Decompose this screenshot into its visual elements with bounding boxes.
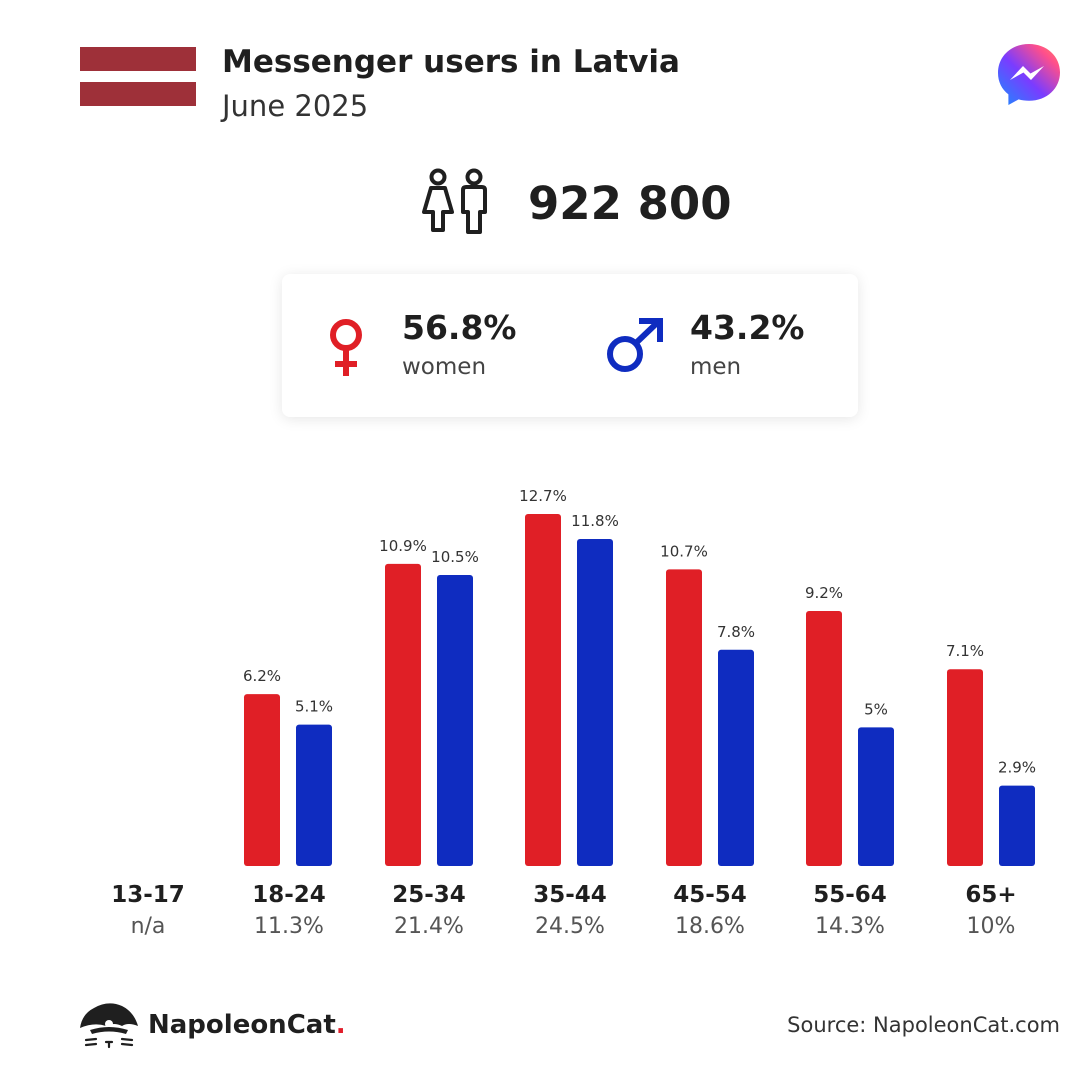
- age-group-13-17: 13-17 n/a: [78, 882, 218, 939]
- data-label-men-65+: 2.9%: [998, 759, 1036, 777]
- gender-split-card: 56.8% women 43.2% men: [282, 274, 858, 417]
- total-users: 922 800: [420, 168, 732, 238]
- age-group-65-plus: 65+ 10%: [921, 882, 1061, 939]
- bar-women-65+: [947, 669, 983, 866]
- data-label-women-55-64: 9.2%: [805, 584, 843, 602]
- brand-dot: .: [335, 1010, 346, 1040]
- flag-stripe-bottom: [80, 82, 196, 106]
- age-group-label: 45-54: [673, 882, 747, 908]
- age-group-label: 13-17: [111, 882, 185, 908]
- age-group-label: 35-44: [533, 882, 607, 908]
- male-symbol-icon: [607, 318, 663, 372]
- data-label-women-65+: 7.1%: [946, 642, 984, 660]
- bar-chart-svg: 6.2% 5.1% 10.9%10.5% 12.7%11.8% 10.7% 7.8% 9.2…: [243, 487, 1036, 866]
- female-symbol-icon: [330, 319, 362, 376]
- men-stat: 43.2% men: [570, 274, 858, 417]
- age-group-label: 65+: [965, 882, 1017, 908]
- bar-women-45-54: [666, 569, 702, 866]
- age-group-25-34: 25-34 21.4%: [359, 882, 499, 939]
- data-label-men-35-44: 11.8%: [571, 512, 619, 530]
- age-group-label: 25-34: [392, 882, 466, 908]
- bar-women-35-44: [525, 514, 561, 866]
- bar-women-55-64: [806, 611, 842, 866]
- flag-stripe-middle: [80, 71, 196, 82]
- brand-name-text: NapoleonCat: [148, 1010, 336, 1040]
- flag-stripe-top: [80, 47, 196, 71]
- brand-name: NapoleonCat.: [148, 1010, 346, 1040]
- age-group-45-54: 45-54 18.6%: [640, 882, 780, 939]
- age-group-share: 10%: [966, 914, 1016, 939]
- napoleoncat-logo-icon: [80, 1003, 138, 1049]
- bar-men-18-24: [296, 724, 332, 866]
- page-subtitle: June 2025: [222, 89, 369, 123]
- page-title: Messenger users in Latvia: [222, 44, 680, 80]
- age-gender-bar-chart: 6.2% 5.1% 10.9% 10.5% 12.7% 11.8% 10.7% 7.8% 9.2…: [0, 470, 1080, 870]
- data-label-men-18-24: 5.1%: [295, 698, 333, 716]
- women-percent: 56.8%: [402, 308, 517, 347]
- total-users-value: 922 800: [528, 176, 732, 230]
- data-label-women-35-44: 12.7%: [519, 487, 567, 505]
- age-group-share: 24.5%: [535, 914, 605, 939]
- data-label-men-25-34: 10.5%: [431, 548, 479, 566]
- bar-men-35-44: [577, 538, 613, 866]
- data-label-men-45-54: 7.8%: [717, 623, 755, 641]
- data-label-women-45-54: 10.7%: [660, 542, 708, 560]
- age-group-share: 18.6%: [675, 914, 745, 939]
- data-label-women-18-24: 6.2%: [243, 667, 281, 685]
- age-group-18-24: 18-24 11.3%: [219, 882, 359, 939]
- people-icon: [422, 168, 487, 234]
- bar-men-45-54: [718, 649, 754, 866]
- age-group-label: 18-24: [252, 882, 326, 908]
- age-group-35-44: 35-44 24.5%: [500, 882, 640, 939]
- messenger-logo-icon: [998, 44, 1060, 105]
- age-group-share: 11.3%: [254, 914, 324, 939]
- bar-women-18-24: [244, 694, 280, 866]
- bar-men-55-64: [858, 727, 894, 866]
- age-group-share: 14.3%: [815, 914, 885, 939]
- age-group-share: n/a: [130, 914, 166, 939]
- men-label: men: [690, 354, 742, 380]
- data-label-women-25-34: 10.9%: [379, 537, 427, 555]
- age-group-label: 55-64: [813, 882, 887, 908]
- latvia-flag: [80, 47, 196, 106]
- data-label-men-55-64: 5%: [864, 700, 888, 718]
- age-group-share: 21.4%: [394, 914, 464, 939]
- men-percent: 43.2%: [690, 308, 805, 347]
- women-label: women: [402, 354, 487, 380]
- bar-men-25-34: [437, 574, 473, 866]
- age-group-55-64: 55-64 14.3%: [780, 882, 920, 939]
- bar-men-65+: [999, 785, 1035, 866]
- source-note: Source: NapoleonCat.com: [787, 1013, 1060, 1037]
- women-stat: 56.8% women: [282, 274, 570, 417]
- bar-women-25-34: [385, 563, 421, 866]
